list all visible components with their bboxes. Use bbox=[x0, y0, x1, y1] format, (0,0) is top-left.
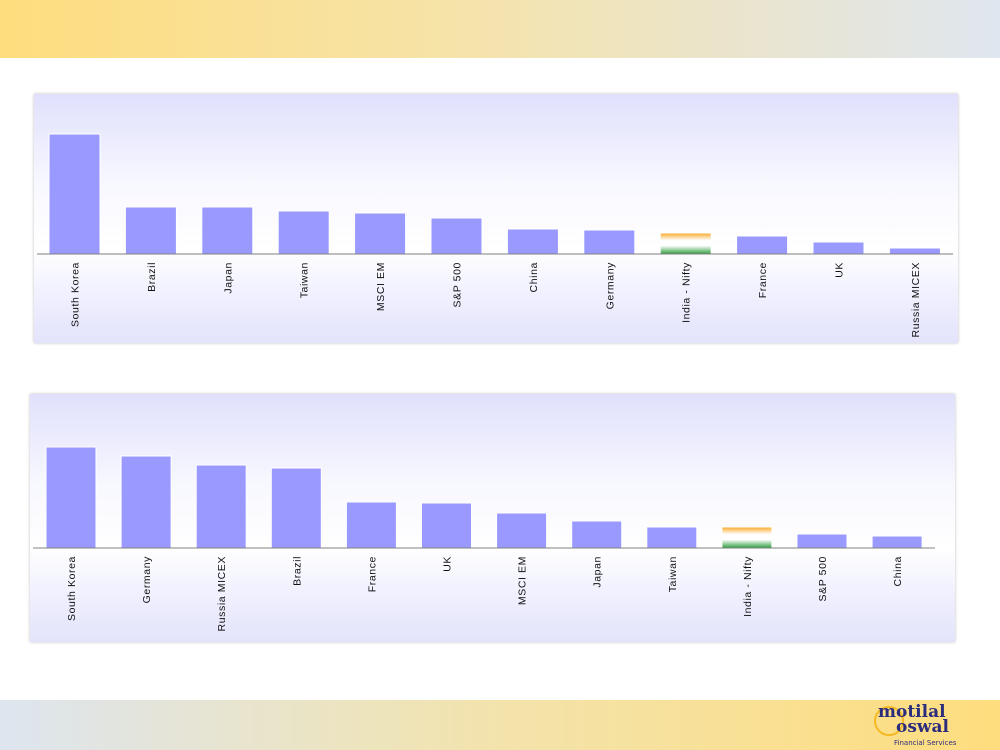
x-tick-label: MSCI EM bbox=[375, 262, 387, 311]
bar-chart-1: South Korea Brazil Japan Taiwan MSCI EM S&P 5… bbox=[37, 133, 953, 337]
bar bbox=[812, 241, 865, 255]
motilal-oswal-logo: motilal oswal Financial Services bbox=[872, 704, 962, 748]
bar bbox=[345, 501, 397, 549]
x-tick-label: UK bbox=[442, 556, 454, 572]
bar-chart-2: South Korea Germany Russia MICEX Brazil Fran… bbox=[33, 446, 935, 631]
bar bbox=[48, 133, 101, 255]
x-tick-label: Brazil bbox=[146, 262, 158, 292]
x-tick-label: South Korea bbox=[70, 262, 82, 327]
x-tick-label: India - Nifty bbox=[681, 262, 693, 323]
bar bbox=[421, 502, 472, 549]
x-tick-label: South Korea bbox=[66, 556, 78, 621]
bar bbox=[270, 467, 322, 549]
bar bbox=[201, 206, 254, 255]
x-tick-label: Taiwan bbox=[667, 556, 679, 592]
bar bbox=[124, 206, 177, 255]
chart-panel-1: South Korea Brazil Japan Taiwan MSCI EM S&P 5… bbox=[34, 94, 958, 343]
bar bbox=[796, 533, 848, 549]
x-tick-label: Taiwan bbox=[299, 262, 311, 298]
x-tick-label: China bbox=[892, 556, 904, 586]
logo-text-financial-services: Financial Services bbox=[894, 739, 957, 747]
logo-text-oswal: oswal bbox=[896, 717, 950, 737]
bar bbox=[506, 228, 559, 255]
x-tick-label: France bbox=[366, 556, 378, 592]
x-tick-label: UK bbox=[834, 262, 846, 278]
x-tick-label: Germany bbox=[604, 262, 616, 310]
x-tick-label: France bbox=[757, 262, 769, 298]
logo-ring-icon bbox=[874, 706, 904, 736]
x-tick-label: Russia MICEX bbox=[910, 262, 922, 337]
bar bbox=[871, 535, 923, 549]
bar bbox=[583, 229, 636, 255]
x-tick-label: Brazil bbox=[291, 556, 303, 586]
bar bbox=[45, 446, 97, 549]
bar bbox=[277, 210, 330, 255]
bar bbox=[888, 247, 941, 255]
x-tick-label: Russia MICEX bbox=[216, 556, 228, 631]
bar bbox=[195, 464, 247, 549]
chart-panel-2: South Korea Germany Russia MICEX Brazil Fran… bbox=[30, 394, 955, 642]
x-tick-label: India - Nifty bbox=[742, 556, 754, 617]
x-tick-label: Japan bbox=[222, 262, 234, 294]
bar-india-nifty bbox=[659, 232, 712, 255]
bar bbox=[496, 512, 548, 549]
x-tick-label: Germany bbox=[141, 556, 153, 604]
x-tick-label: S&P 500 bbox=[452, 262, 464, 307]
bar bbox=[430, 217, 483, 255]
x-tick-label: China bbox=[528, 262, 540, 292]
bar bbox=[571, 520, 623, 549]
x-tick-label: MSCI EM bbox=[517, 556, 529, 605]
logo-text-motilal: motilal bbox=[878, 702, 946, 722]
x-tick-label: Japan bbox=[592, 556, 604, 588]
x-tick-label: S&P 500 bbox=[817, 556, 829, 601]
bar-india-nifty bbox=[721, 526, 773, 549]
footer-band bbox=[0, 700, 1000, 750]
bar bbox=[120, 455, 172, 549]
bar bbox=[646, 526, 698, 549]
bar bbox=[736, 235, 789, 255]
bar bbox=[354, 212, 407, 255]
header-band bbox=[0, 0, 1000, 58]
